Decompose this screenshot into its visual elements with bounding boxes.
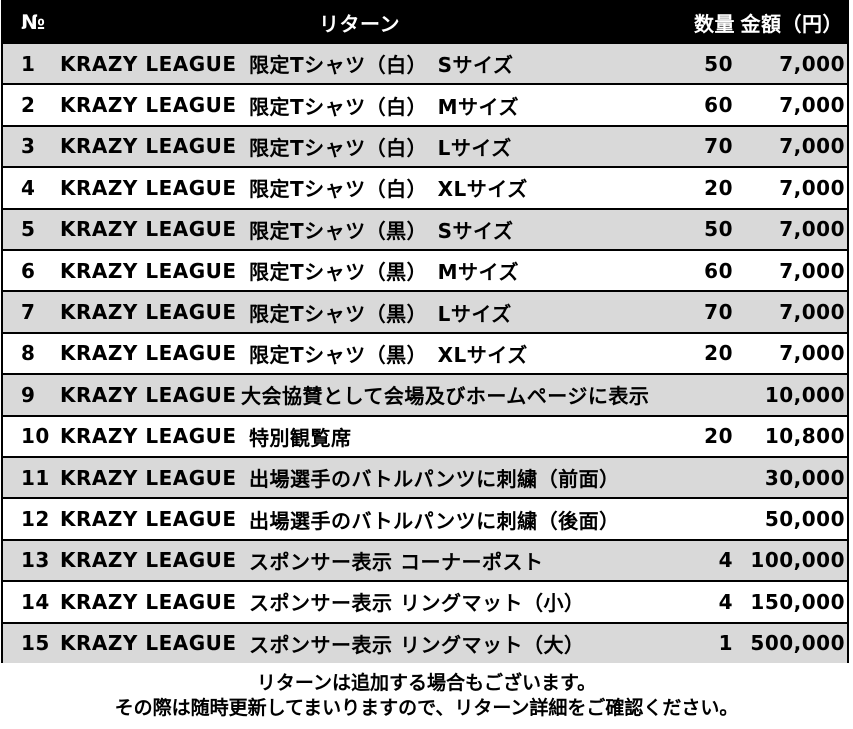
item: 限定Tシャツ（黒） XLサイズ bbox=[249, 342, 528, 367]
row-number: 6 bbox=[21, 258, 36, 283]
amount: 7,000 bbox=[779, 175, 845, 200]
table-row: 13 KRAZY LEAGUE スポンサー表示 コーナーポスト 4 100,000 bbox=[3, 538, 847, 581]
header-cell: № bbox=[21, 10, 46, 34]
item: スポンサー表示 リングマット（小） bbox=[249, 591, 585, 616]
quantity: 4 bbox=[718, 548, 733, 573]
table-row: 1 KRAZY LEAGUE 限定Tシャツ（白） Sサイズ 50 7,000 bbox=[3, 42, 847, 84]
row-number: 2 bbox=[21, 93, 36, 118]
table-row: 4 KRAZY LEAGUE 限定Tシャツ（白） XLサイズ 20 7,000 bbox=[3, 166, 847, 208]
amount: 10,000 bbox=[764, 382, 845, 407]
amount: 7,000 bbox=[779, 300, 845, 325]
item: スポンサー表示 リングマット（大） bbox=[249, 632, 585, 657]
table-row: 5 KRAZY LEAGUE 限定Tシャツ（黒） Sサイズ 50 7,000 bbox=[3, 207, 847, 249]
amount: 7,000 bbox=[779, 51, 845, 76]
item: 限定Tシャツ（白） Lサイズ bbox=[249, 135, 512, 160]
header-cell: リターン bbox=[319, 11, 400, 36]
quantity: 20 bbox=[704, 175, 733, 200]
brand: KRAZY LEAGUE bbox=[60, 134, 237, 159]
amount: 150,000 bbox=[750, 589, 845, 614]
amount: 10,800 bbox=[764, 424, 845, 449]
quantity: 70 bbox=[704, 134, 733, 159]
row-number: 11 bbox=[21, 465, 50, 490]
table-row: 6 KRAZY LEAGUE 限定Tシャツ（黒） Mサイズ 60 7,000 bbox=[3, 249, 847, 291]
brand: KRAZY LEAGUE bbox=[60, 217, 237, 242]
table-row: 2 KRAZY LEAGUE 限定Tシャツ（白） Mサイズ 60 7,000 bbox=[3, 83, 847, 125]
row-number: 7 bbox=[21, 300, 36, 325]
brand: KRAZY LEAGUE bbox=[60, 631, 237, 656]
amount: 30,000 bbox=[764, 465, 845, 490]
brand: KRAZY LEAGUE bbox=[60, 424, 237, 449]
table-row: 15 KRAZY LEAGUE スポンサー表示 リングマット（大） 1 500,000 bbox=[3, 621, 847, 663]
brand: KRAZY LEAGUE bbox=[60, 258, 237, 283]
quantity: 50 bbox=[704, 51, 733, 76]
brand: KRAZY LEAGUE bbox=[60, 300, 237, 325]
header-cell: 数量 bbox=[694, 11, 735, 36]
table-row: 8 KRAZY LEAGUE 限定Tシャツ（黒） XLサイズ 20 7,000 bbox=[3, 331, 847, 374]
row-number: 10 bbox=[21, 424, 50, 449]
table-row: 14 KRAZY LEAGUE スポンサー表示 リングマット（小） 4 150,000 bbox=[3, 580, 847, 622]
row-number: 4 bbox=[21, 175, 36, 200]
footer-note: リターンは追加する場合もございます。 bbox=[256, 672, 597, 694]
row-number: 8 bbox=[21, 341, 36, 366]
amount: 100,000 bbox=[750, 548, 845, 573]
item: 限定Tシャツ（白） XLサイズ bbox=[249, 177, 528, 202]
quantity: 60 bbox=[704, 258, 733, 283]
quantity: 70 bbox=[704, 300, 733, 325]
item: 大会協賛として会場及びホームページに表示 bbox=[241, 384, 650, 409]
quantity: 4 bbox=[718, 589, 733, 614]
brand: KRAZY LEAGUE bbox=[60, 175, 237, 200]
row-number: 13 bbox=[21, 548, 50, 573]
quantity: 60 bbox=[704, 93, 733, 118]
row-number: 15 bbox=[21, 631, 50, 656]
item: 限定Tシャツ（黒） Mサイズ bbox=[249, 260, 519, 285]
amount: 7,000 bbox=[779, 258, 845, 283]
item: 出場選手のバトルパンツに刺繍（前面） bbox=[249, 467, 620, 492]
amount: 7,000 bbox=[779, 93, 845, 118]
row-number: 1 bbox=[21, 51, 36, 76]
quantity: 50 bbox=[704, 217, 733, 242]
brand: KRAZY LEAGUE bbox=[60, 507, 237, 532]
amount: 7,000 bbox=[779, 217, 845, 242]
item: スポンサー表示 コーナーポスト bbox=[249, 549, 544, 574]
row-number: 9 bbox=[21, 382, 36, 407]
table-row: 9 KRAZY LEAGUE 大会協賛として会場及びホームページに表示 10,000 bbox=[3, 373, 847, 415]
table-row: 11 KRAZY LEAGUE 出場選手のバトルパンツに刺繍（前面） 30,000 bbox=[3, 456, 847, 498]
brand: KRAZY LEAGUE bbox=[60, 341, 237, 366]
table: № リターン 数量 金額（円） 1 KRAZY LEAGUE 限定Tシャツ（白） Sサイズ 5… bbox=[1, 0, 849, 663]
row-number: 3 bbox=[21, 134, 36, 159]
row-number: 12 bbox=[21, 507, 50, 532]
header-cell: 金額（円） bbox=[740, 11, 843, 36]
item: 限定Tシャツ（黒） Sサイズ bbox=[249, 218, 514, 243]
brand: KRAZY LEAGUE bbox=[60, 51, 237, 76]
quantity: 20 bbox=[704, 424, 733, 449]
item: 特別観覧席 bbox=[249, 425, 352, 450]
brand: KRAZY LEAGUE bbox=[60, 465, 237, 490]
brand: KRAZY LEAGUE bbox=[60, 382, 237, 407]
amount: 7,000 bbox=[779, 341, 845, 366]
brand: KRAZY LEAGUE bbox=[60, 93, 237, 118]
item: 出場選手のバトルパンツに刺繍（後面） bbox=[249, 508, 620, 533]
quantity: 1 bbox=[718, 631, 733, 656]
brand: KRAZY LEAGUE bbox=[60, 589, 237, 614]
table-row: 12 KRAZY LEAGUE 出場選手のバトルパンツに刺繍（後面） 50,000 bbox=[3, 497, 847, 539]
table-row: 10 KRAZY LEAGUE 特別観覧席 20 10,800 bbox=[3, 414, 847, 456]
item: 限定Tシャツ（黒） Lサイズ bbox=[249, 301, 512, 326]
row-number: 14 bbox=[21, 589, 50, 614]
amount: 50,000 bbox=[764, 507, 845, 532]
item: 限定Tシャツ（白） Mサイズ bbox=[249, 94, 519, 119]
item: 限定Tシャツ（白） Sサイズ bbox=[249, 53, 514, 78]
header-row: № リターン 数量 金額（円） bbox=[3, 2, 847, 42]
table-row: 7 KRAZY LEAGUE 限定Tシャツ（黒） Lサイズ 70 7,000 bbox=[3, 290, 847, 332]
quantity: 20 bbox=[704, 341, 733, 366]
amount: 7,000 bbox=[779, 134, 845, 159]
brand: KRAZY LEAGUE bbox=[60, 548, 237, 573]
row-number: 5 bbox=[21, 217, 36, 242]
table-row: 3 KRAZY LEAGUE 限定Tシャツ（白） Lサイズ 70 7,000 bbox=[3, 124, 847, 167]
footer-note: その際は随時更新してまいりますので、リターン詳細をご確認ください。 bbox=[114, 697, 739, 719]
amount: 500,000 bbox=[750, 631, 845, 656]
